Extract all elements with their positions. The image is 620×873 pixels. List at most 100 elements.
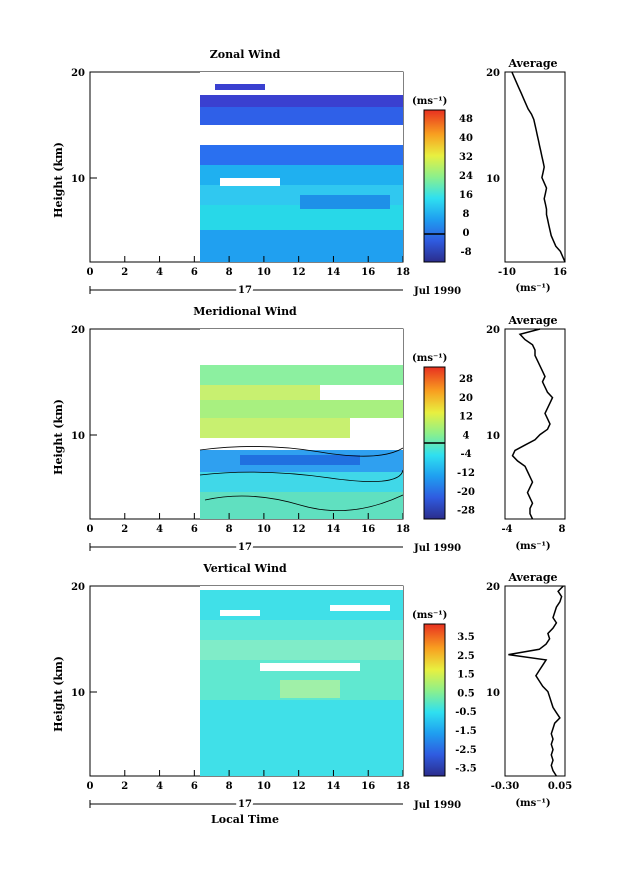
- x-tick-label: 2: [121, 267, 128, 278]
- profile-line: [511, 328, 554, 520]
- panel-title: Vertical Wind: [202, 562, 287, 575]
- x-axis-ticks: 0 2 4 6 8 10 12 14 16 18: [87, 770, 410, 792]
- x-tick-label: 4: [156, 267, 163, 278]
- profile-y-tick: 10: [486, 431, 500, 442]
- y-axis-ticks: 20 10: [71, 68, 97, 185]
- date-day: 17: [238, 285, 252, 296]
- colorbar-label: 0: [463, 228, 470, 239]
- x-tick-label: 2: [121, 524, 128, 535]
- date-bar: 17 Jul 1990: [89, 539, 461, 556]
- panel-zonal: Zonal Wind 20 10 Height (km) 0 2 4 6 8 10 12 14…: [52, 48, 567, 299]
- colorbar-label: 16: [459, 190, 473, 201]
- colorbar-label: -8: [460, 247, 471, 258]
- x-tick-label: 6: [191, 267, 198, 278]
- profile: Average 20 10 -4 8 (ms⁻¹): [486, 314, 565, 552]
- colorbar-label: 3.5: [457, 632, 474, 643]
- colorbar-label: 28: [459, 374, 473, 385]
- x-tick-label: 6: [191, 781, 198, 792]
- x-tick-label: 4: [156, 781, 163, 792]
- x-tick-label: 16: [361, 524, 375, 535]
- x-tick-label: 0: [87, 781, 94, 792]
- colorbar-label: 12: [459, 412, 473, 423]
- x-tick-label: 14: [326, 267, 340, 278]
- x-tick-label: 8: [226, 781, 233, 792]
- colorbar-label: -20: [457, 487, 475, 498]
- heatmap-field: [200, 586, 403, 776]
- colorbar-label: -2.5: [455, 745, 477, 756]
- y-axis-ticks: 20 10: [71, 582, 97, 699]
- x-axis-ticks: 0 2 4 6 8 10 12 14 16 18: [87, 513, 410, 535]
- y-tick-label: 20: [71, 582, 85, 593]
- profile: Average 20 10 -0.30 0.05 (ms⁻¹): [486, 571, 572, 809]
- panel-vertical: Vertical Wind 20 10 Height (km) 0 2 4 6 8 10 1…: [52, 562, 572, 826]
- x-tick-label: 10: [257, 781, 271, 792]
- date-month: Jul 1990: [413, 286, 461, 297]
- y-tick-label: 20: [71, 325, 85, 336]
- colorbar-unit: (ms⁻¹): [412, 610, 447, 621]
- y-axis-label: Height (km): [52, 142, 65, 218]
- colorbar-label: 2.5: [457, 651, 474, 662]
- heatmap-field: [199, 329, 404, 519]
- y-tick-label: 20: [71, 68, 85, 79]
- y-axis-ticks: 20 10: [71, 325, 97, 442]
- y-tick-label: 10: [71, 174, 85, 185]
- x-tick-label: 10: [257, 267, 271, 278]
- profile-title: Average: [507, 57, 557, 70]
- colorbar-label: 1.5: [457, 670, 474, 681]
- profile-title: Average: [507, 314, 557, 327]
- colorbar-label: 8: [463, 209, 470, 220]
- x-tick-label: 12: [292, 781, 306, 792]
- profile-x-tick: -0.30: [491, 781, 520, 792]
- colorbar-label: -0.5: [455, 707, 477, 718]
- panel-title: Meridional Wind: [193, 305, 297, 318]
- colorbar-label: -4: [460, 449, 471, 460]
- x-tick-label: 18: [396, 781, 410, 792]
- colorbar-label: -28: [457, 506, 475, 517]
- profile-x-label: (ms⁻¹): [515, 798, 550, 809]
- profile-y-tick: 20: [486, 582, 500, 593]
- x-tick-label: 18: [396, 524, 410, 535]
- colorbar-label: -1.5: [455, 726, 477, 737]
- profile-x-tick: 0.05: [548, 781, 572, 792]
- colorbar-label: -12: [457, 468, 475, 479]
- profile-x-tick: 16: [553, 267, 567, 278]
- profile-y-tick: 20: [486, 68, 500, 79]
- x-tick-label: 14: [326, 781, 340, 792]
- colorbar: (ms⁻¹) 48 40 32 24 16 8 0 -8: [412, 96, 473, 263]
- x-axis-ticks: 0 2 4 6 8 10 12 14 16 18: [87, 256, 410, 278]
- profile-line: [511, 71, 566, 263]
- x-tick-label: 12: [292, 267, 306, 278]
- colorbar-label: 0.5: [457, 688, 474, 699]
- y-axis-label: Height (km): [52, 399, 65, 475]
- x-tick-label: 0: [87, 524, 94, 535]
- y-tick-label: 10: [71, 688, 85, 699]
- x-tick-label: 12: [292, 524, 306, 535]
- profile-line: [508, 585, 564, 777]
- profile-x-label: (ms⁻¹): [515, 283, 550, 294]
- colorbar-label: 32: [459, 152, 473, 163]
- colorbar-unit: (ms⁻¹): [412, 353, 447, 364]
- heatmap-field: [200, 72, 403, 262]
- x-tick-label: 6: [191, 524, 198, 535]
- x-tick-label: 4: [156, 524, 163, 535]
- profile-y-tick: 10: [486, 174, 500, 185]
- date-month: Jul 1990: [413, 543, 461, 554]
- profile-x-tick: -4: [501, 524, 512, 535]
- profile-y-tick: 20: [486, 325, 500, 336]
- colorbar-label: 40: [459, 133, 473, 144]
- x-tick-label: 8: [226, 267, 233, 278]
- profile-y-tick: 10: [486, 688, 500, 699]
- x-tick-label: 0: [87, 267, 94, 278]
- x-tick-label: 14: [326, 524, 340, 535]
- date-month: Jul 1990: [413, 800, 461, 811]
- colorbar: (ms⁻¹) 3.5 2.5 1.5 0.5 -0.5 -1.5 -2.5 -3.5: [412, 610, 477, 777]
- date-bar: 17 Jul 1990: [89, 282, 461, 299]
- x-axis-label: Local Time: [211, 813, 279, 826]
- colorbar-label: -3.5: [455, 764, 477, 775]
- profile-x-tick: 8: [559, 524, 566, 535]
- colorbar-label: 20: [459, 393, 473, 404]
- colorbar-label: 48: [459, 114, 473, 125]
- x-tick-label: 18: [396, 267, 410, 278]
- profile-x-tick: -10: [498, 267, 516, 278]
